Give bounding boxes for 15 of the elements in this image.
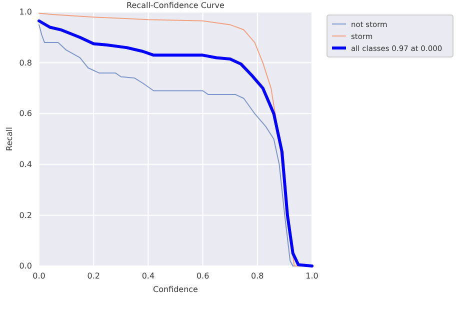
y-tick-label: 0.0 (19, 262, 32, 271)
x-tick-label: 0.2 (87, 272, 100, 281)
y-tick-label: 0.2 (19, 210, 32, 220)
y-tick-label: 0.8 (19, 58, 32, 68)
chart-title: Recall-Confidence Curve (126, 1, 225, 10)
y-axis-title: Recall (5, 127, 14, 151)
x-axis-title: Confidence (153, 285, 198, 294)
x-tick-label: 0.0 (32, 272, 46, 281)
x-tick-label: 0.4 (142, 272, 155, 281)
x-tick-label: 0.6 (196, 272, 210, 281)
y-tick-label: 0.4 (19, 160, 32, 169)
x-tick-label: 1.0 (306, 272, 318, 281)
y-tick-label: 1.0 (19, 8, 32, 17)
y-tick-label: 0.6 (19, 109, 32, 118)
x-tick-label: 0.8 (251, 272, 264, 281)
